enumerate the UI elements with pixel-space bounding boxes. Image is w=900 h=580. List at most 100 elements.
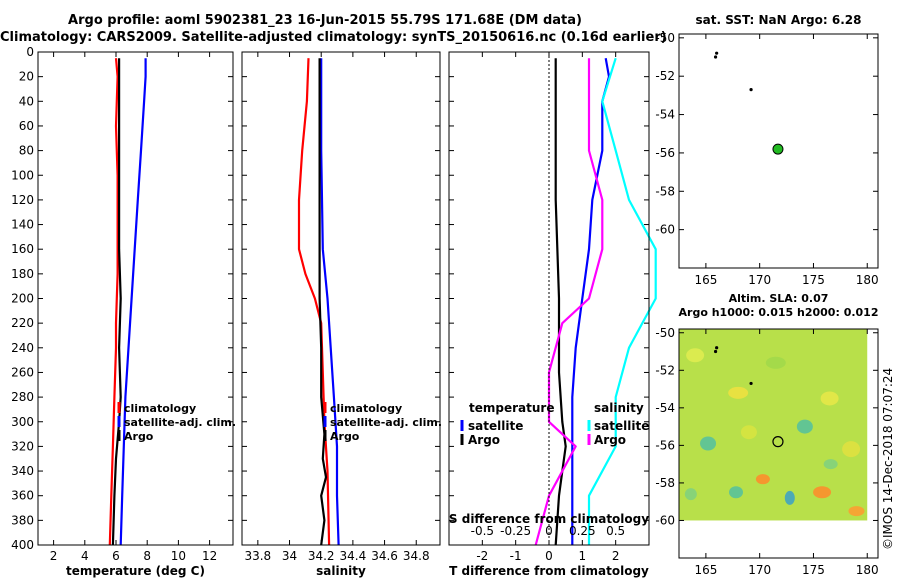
temperature-xtick-label: 10: [171, 549, 186, 563]
argo-position-marker: [772, 143, 784, 155]
sla_map-track-point: [713, 349, 718, 354]
temperature-ytick-label: 260: [11, 365, 34, 379]
sla-heatmap-cell: [740, 425, 757, 440]
temperature-xtick-label: 2: [50, 549, 58, 563]
salinity-xtick-label: 34.2: [308, 549, 335, 563]
temperature-panel: 2 4 6 8 10 1202040608010012014016018020022024…: [11, 45, 236, 578]
sst_map-xtick-label: 170: [748, 273, 771, 287]
difference-series-t-satellite: [571, 58, 611, 545]
temperature-ytick-label: 20: [19, 70, 34, 84]
difference-series-s-satellite: [587, 57, 657, 545]
temperature-ytick-label: 380: [11, 513, 34, 527]
sla-map-title-1: Altim. SLA: 0.07: [729, 292, 829, 305]
sla-heatmap-cell: [728, 386, 749, 399]
difference-s-tick-label: -0.5: [471, 524, 494, 538]
sst_map-ytick-label: -60: [655, 223, 675, 237]
salinity-legend-label: Argo: [330, 430, 360, 443]
difference-xtick-label: 1: [579, 549, 587, 563]
temperature-ytick-label: 40: [19, 94, 34, 108]
legend-s-header: salinity: [594, 401, 644, 415]
salinity-frame: [241, 51, 441, 546]
sst_map-track-point: [715, 51, 719, 55]
temperature-ytick-label: 160: [11, 242, 34, 256]
difference-frame: [448, 51, 650, 546]
temperature-ytick-label: 120: [11, 193, 34, 207]
difference-s-tick-label: -0.25: [500, 524, 531, 538]
difference-s-tick-label: 0: [545, 524, 553, 538]
temperature-ytick-label: 180: [11, 267, 34, 281]
sla-heatmap-cell: [813, 486, 832, 499]
salinity-xtick-label: 33.8: [244, 549, 271, 563]
salinity-series-argo: [318, 58, 328, 546]
salinity-panel: 33.8 34 34.2 34.4 34.6 34.8 salinity climatolog…: [242, 51, 442, 578]
sla_map-xtick-label: 175: [802, 563, 825, 577]
sst-map-frame: [678, 33, 879, 269]
temperature-ytick-label: 360: [11, 489, 34, 503]
sst_map-ytick-label: -58: [655, 184, 675, 198]
temperature-ytick-label: 100: [11, 168, 34, 182]
sst_map-xtick-label: 175: [802, 273, 825, 287]
temperature-legend-label: Argo: [124, 430, 154, 443]
temperature-legend-label: satellite-adj. clim.: [124, 416, 236, 429]
sla-heatmap-cell: [700, 436, 717, 451]
difference-xtick-label: -2: [476, 549, 488, 563]
legend-s-label: satellite: [594, 419, 649, 433]
legend-s-label: Argo: [594, 433, 626, 447]
sst_map-ytick-label: -52: [655, 69, 675, 83]
difference-xtick-label: -1: [510, 549, 522, 563]
sst-map-panel: sat. SST: NaN Argo: 6.28 165 170 175 180 -50 -…: [655, 13, 878, 287]
sst_map-ytick-label: -54: [655, 108, 675, 122]
salinity-xtick-label: 34.8: [403, 549, 430, 563]
sla-heatmap-cell: [684, 488, 697, 501]
salinity-xlabel: salinity: [316, 564, 366, 578]
temperature-xlabel: temperature (deg C): [66, 564, 205, 578]
sst_map-xtick-label: 165: [694, 273, 717, 287]
temperature-ytick-label: 200: [11, 292, 34, 306]
difference-s-tick-label: 0.25: [569, 524, 596, 538]
sla-heatmap-cell: [784, 490, 795, 505]
sla-heatmap-cell: [765, 356, 786, 369]
temperature-series-argo: [111, 58, 122, 546]
sla_map-xtick-label: 170: [748, 563, 771, 577]
temperature-ytick-label: 80: [19, 144, 34, 158]
sla-heatmap-cell: [796, 419, 813, 434]
sst-map-title: sat. SST: NaN Argo: 6.28: [696, 13, 862, 27]
difference-xlabel2: S difference from climatology: [449, 512, 649, 526]
sla-heatmap-cell: [848, 506, 865, 517]
temperature-xtick-label: 8: [143, 549, 151, 563]
sla-heatmap-cell: [820, 391, 839, 406]
difference-s-tick-label: 0.5: [606, 524, 625, 538]
sla-map-title-2: Argo h1000: 0.015 h2000: 0.012: [679, 306, 879, 319]
sla_map-ytick-label: -52: [655, 363, 675, 377]
sst_map-ytick-label: -50: [655, 31, 675, 45]
salinity-xtick-label: 34: [282, 549, 297, 563]
temperature-ytick-label: 240: [11, 341, 34, 355]
salinity-legend-label: climatology: [330, 402, 402, 415]
temperature-series-satellite-adj.-clim.: [119, 58, 147, 546]
salinity-legend-label: satellite-adj. clim.: [330, 416, 442, 429]
temperature-frame: [37, 51, 234, 546]
sla_map-ytick-label: -56: [655, 438, 675, 452]
title-line-2: Climatology: CARS2009. Satellite-adjuste…: [0, 30, 667, 45]
argo-position-marker: [772, 436, 784, 448]
difference-xtick-label: 0: [545, 549, 553, 563]
sst_map-track-point: [713, 55, 718, 59]
title-line-1: Argo profile: aoml 5902381_23 16-Jun-201…: [68, 13, 582, 28]
sla-heatmap-cell: [823, 459, 838, 470]
temperature-ytick-label: 0: [26, 45, 34, 59]
temperature-legend-label: climatology: [124, 402, 196, 415]
temperature-xtick-label: 4: [81, 549, 89, 563]
sla-map-frame: [678, 328, 879, 559]
temperature-ytick-label: 280: [11, 390, 34, 404]
salinity-xtick-label: 34.6: [371, 549, 398, 563]
sla_map-ytick-label: -58: [655, 476, 675, 490]
difference-panel: -2 -1 0 1 2T difference from climatology -0.5…: [449, 51, 657, 578]
temperature-xtick-label: 6: [112, 549, 120, 563]
legend-t-label: Argo: [468, 433, 500, 447]
sla_map-ytick-label: -60: [655, 513, 675, 527]
legend-t-label: satellite: [468, 419, 523, 433]
difference-xtick-label: 2: [612, 549, 620, 563]
temperature-ytick-label: 400: [11, 538, 34, 552]
